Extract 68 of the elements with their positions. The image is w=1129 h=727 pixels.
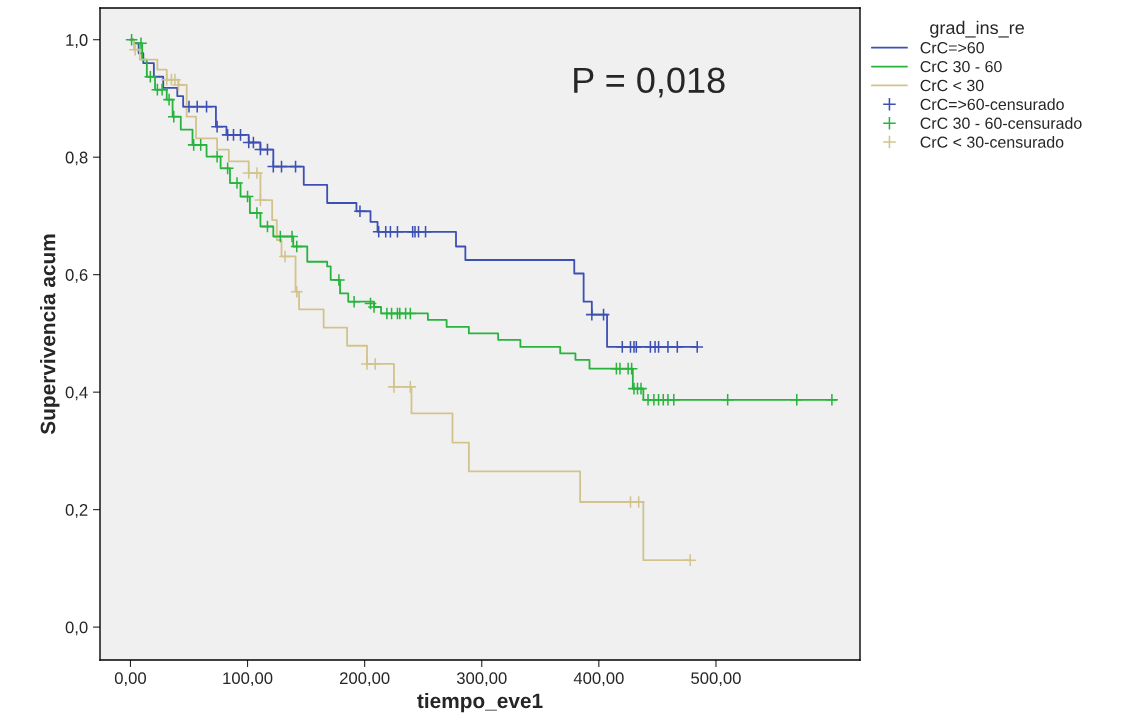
point — [596, 308, 611, 322]
x-axis-title: tiempo_eve1 — [417, 692, 543, 713]
point — [288, 160, 303, 174]
y-tick-label: 0,0 — [65, 621, 88, 636]
point — [128, 43, 142, 57]
point — [143, 70, 157, 84]
x-tick-label: 500,00 — [691, 672, 741, 687]
point — [332, 273, 346, 287]
point — [134, 36, 148, 50]
point — [125, 33, 139, 47]
legend-label: CrC 30 - 60-censurado — [920, 117, 1082, 129]
point — [290, 285, 304, 299]
point — [155, 83, 169, 97]
y-tick-label: 1,0 — [66, 34, 88, 48]
y-axis-title: Supervivencia acum — [40, 234, 60, 435]
annotation: P = 0,018 — [574, 67, 725, 98]
legend-label: CrC=>60-censurado — [920, 98, 1064, 111]
x-tick-label: 400,00 — [573, 672, 624, 687]
point — [683, 553, 697, 567]
point — [390, 225, 405, 239]
point — [363, 296, 378, 311]
legend-label: CrC=>60 — [920, 42, 984, 54]
point — [418, 225, 433, 239]
point — [167, 110, 181, 124]
y-tick-label: 0,2 — [65, 504, 88, 518]
point — [260, 142, 275, 157]
point — [240, 189, 255, 204]
y-tick-label: 0,4 — [65, 386, 88, 401]
legend-label: CrC 30 - 60 — [920, 60, 1002, 73]
x-tick-label: 200,00 — [340, 672, 390, 687]
point — [171, 78, 186, 92]
y-tick-label: 0,8 — [65, 151, 88, 166]
point — [210, 120, 224, 134]
point — [690, 340, 704, 354]
point — [634, 382, 648, 396]
point — [253, 193, 268, 207]
x-tick-label: 0,00 — [114, 672, 147, 687]
point — [625, 362, 639, 376]
point — [585, 308, 599, 322]
point — [233, 128, 248, 142]
point — [403, 380, 417, 394]
point — [825, 393, 839, 407]
legend-title: grad_ins_re — [930, 20, 1024, 38]
point — [199, 100, 214, 114]
y-tick-label: 0,6 — [65, 269, 88, 283]
point — [290, 239, 304, 254]
point — [403, 306, 417, 321]
point — [230, 176, 244, 190]
point — [260, 219, 275, 234]
point — [285, 229, 299, 244]
point — [190, 100, 204, 114]
point — [661, 340, 675, 354]
point — [210, 150, 224, 164]
point — [221, 161, 235, 175]
x-tick-label: 100,00 — [223, 672, 273, 687]
point — [670, 340, 684, 354]
point — [273, 229, 287, 244]
point — [194, 138, 208, 152]
legend-label: CrC < 30 — [920, 79, 984, 92]
point — [274, 160, 289, 174]
point — [278, 249, 292, 264]
point — [387, 380, 401, 394]
point — [246, 135, 260, 150]
legend-label: CrC < 30-censurado — [920, 136, 1064, 148]
point — [721, 393, 735, 407]
point — [353, 204, 367, 218]
x-tick-label: 300,00 — [456, 672, 507, 687]
point — [162, 93, 176, 107]
